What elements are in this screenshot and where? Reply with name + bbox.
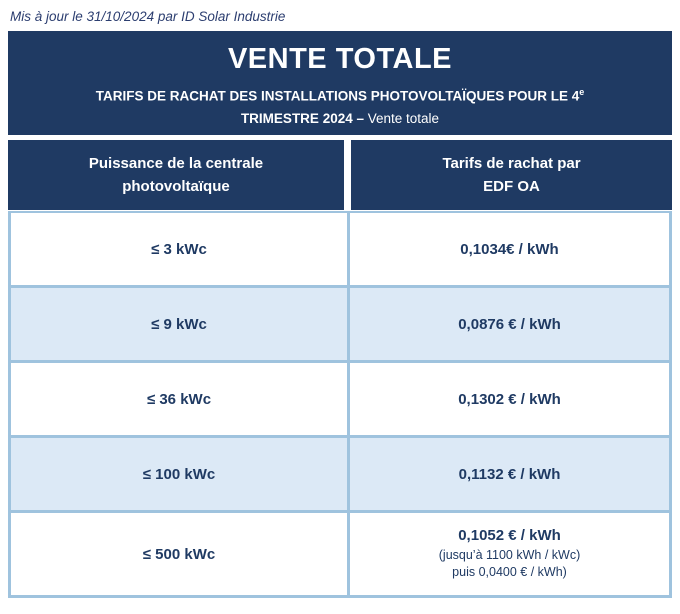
table-row: ≤ 3 kWc 0,1034€ / kWh — [11, 213, 669, 285]
column-header-power-line2: photovoltaïque — [122, 178, 230, 195]
power-cell: ≤ 100 kWc — [142, 465, 216, 483]
table-row: ≤ 9 kWc 0,0876 € / kWh — [11, 285, 669, 360]
page-title: VENTE TOTALE — [227, 43, 453, 75]
tariff-note-line2: puis 0,0400 € / kWh) — [452, 565, 567, 580]
power-cell: ≤ 500 kWc — [142, 545, 216, 563]
column-header-tariff-line1: Tarifs de rachat par — [442, 154, 581, 172]
table-column-headers: Puissance de la centrale photovoltaïque … — [8, 140, 672, 210]
updated-note: Mis à jour le 31/10/2024 par ID Solar In… — [10, 9, 286, 24]
table-row: ≤ 36 kWc 0,1302 € / kWh — [11, 360, 669, 435]
table-row: ≤ 500 kWc 0,1052 € / kWh (jusqu’à 1100 k… — [11, 510, 669, 595]
subtitle-line1: TARIFS DE RACHAT DES INSTALLATIONS PHOTO… — [95, 88, 580, 104]
tariff-cell: 0,1034€ / kWh — [347, 213, 669, 285]
tariff-main-value: 0,1052 € / kWh — [458, 527, 561, 545]
column-header-power-line1: Puissance de la centrale — [88, 154, 264, 172]
power-cell: ≤ 3 kWc — [151, 240, 207, 258]
page: Mis à jour le 31/10/2024 par ID Solar In… — [8, 9, 672, 598]
tariff-note-line1: (jusqu’à 1100 kWh / kWc) — [438, 547, 581, 562]
table-row: ≤ 100 kWc 0,1132 € / kWh — [11, 435, 669, 510]
subtitle-line2-regular: Vente totale — [367, 110, 440, 126]
subtitle-line2-bold: TRIMESTRE 2024 – — [240, 110, 364, 126]
page-subtitle: TARIFS DE RACHAT DES INSTALLATIONS PHOTO… — [8, 85, 672, 130]
subtitle-superscript: e — [579, 87, 585, 97]
tariff-cell: 0,0876 € / kWh — [347, 288, 669, 360]
tariff-cell: 0,1302 € / kWh — [347, 363, 669, 435]
column-header-power: Puissance de la centrale photovoltaïque — [8, 140, 344, 210]
power-cell: ≤ 36 kWc — [146, 390, 212, 408]
tariff-table: ≤ 3 kWc 0,1034€ / kWh ≤ 9 kWc 0,0876 € /… — [8, 211, 672, 598]
power-cell: ≤ 9 kWc — [151, 315, 207, 333]
tariff-cell: 0,1132 € / kWh — [347, 438, 669, 510]
tariff-cell: 0,1052 € / kWh (jusqu’à 1100 kWh / kWc) … — [347, 513, 669, 595]
column-header-tariff-line2: EDF OA — [483, 178, 540, 195]
title-block: VENTE TOTALE TARIFS DE RACHAT DES INSTAL… — [8, 31, 672, 135]
column-header-tariff: Tarifs de rachat par EDF OA — [351, 140, 672, 210]
